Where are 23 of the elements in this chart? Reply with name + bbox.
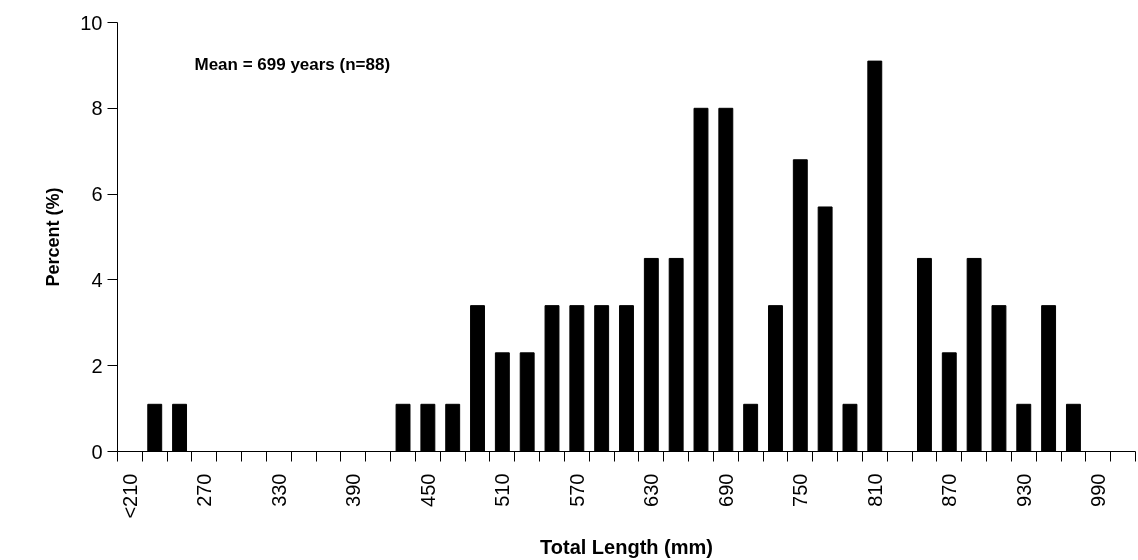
y-tick-label: 10 (80, 11, 103, 34)
x-tick-label: <210 (118, 473, 141, 519)
x-tick-label: 810 (863, 473, 886, 507)
y-tick-label: 0 (91, 440, 103, 463)
x-tick-label: 450 (416, 473, 439, 507)
x-tick-label: 630 (640, 473, 663, 507)
x-tick-label: 510 (491, 473, 514, 507)
annotation: Mean = 699 years (n=88) (194, 54, 391, 74)
x-axis-title: Total Length (mm) (540, 535, 713, 558)
y-tick-label: 6 (91, 183, 103, 206)
y-tick-label: 2 (91, 354, 103, 377)
x-tick-label: 690 (714, 473, 737, 507)
x-tick-label: 570 (565, 473, 588, 507)
x-tick-label: 330 (267, 473, 290, 507)
y-tick-label: 4 (91, 268, 103, 291)
x-tick-label: 750 (789, 473, 812, 507)
y-axis-title: Percent (%) (43, 187, 64, 287)
y-tick-label: 8 (91, 97, 103, 120)
x-tick-label: 270 (193, 473, 216, 507)
x-tick-label: 930 (1012, 473, 1035, 507)
x-tick-label: 870 (938, 473, 961, 507)
x-tick-label: 990 (1087, 473, 1110, 507)
x-tick-label: 390 (342, 473, 365, 507)
